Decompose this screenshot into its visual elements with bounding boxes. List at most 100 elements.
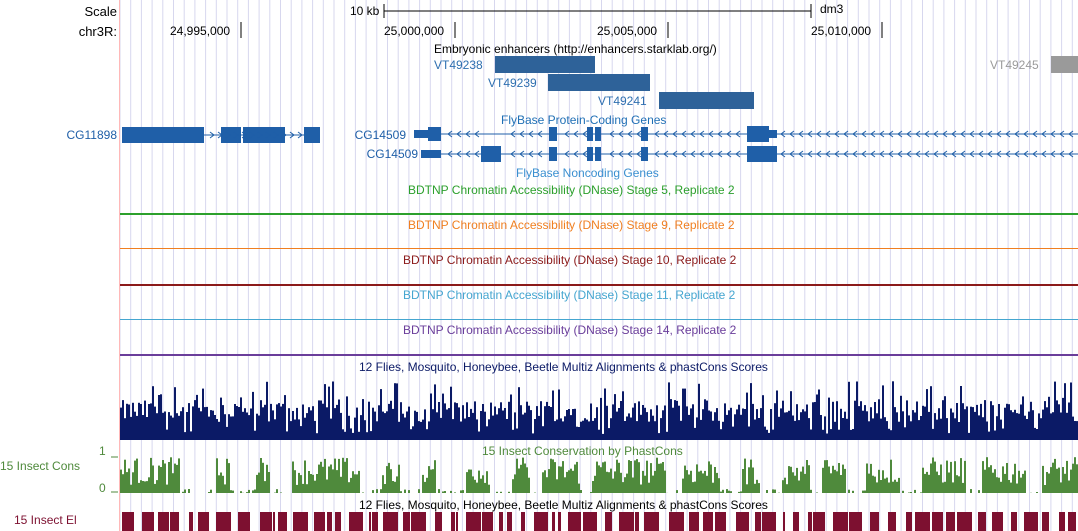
signal-bar	[750, 459, 752, 493]
signal-bar	[1042, 465, 1044, 493]
signal-bar	[252, 490, 254, 493]
signal-bar	[700, 470, 702, 493]
signal-bar	[266, 381, 268, 440]
signal-bar	[846, 418, 848, 440]
elements-blocks[interactable]	[120, 512, 1078, 531]
signal-bar	[1074, 457, 1076, 493]
signal-bar	[164, 463, 166, 493]
signal-bar	[422, 419, 424, 440]
signal-bar	[386, 466, 388, 493]
signal-bar	[616, 411, 618, 440]
signal-bar	[732, 426, 734, 440]
signal-bar	[1048, 473, 1050, 493]
signal-bar	[372, 490, 374, 493]
enhancer-label[interactable]: VT49238	[434, 58, 483, 72]
strand-arrow	[528, 130, 534, 138]
signal-bar	[314, 420, 316, 440]
signal-bar	[198, 407, 200, 440]
signal-bar	[1020, 404, 1022, 440]
signal-bar	[628, 413, 630, 440]
signal-bar	[158, 395, 160, 440]
signal-bar	[976, 404, 978, 440]
signal-bar	[526, 467, 528, 493]
strand-arrow	[447, 130, 453, 138]
signal-bar	[822, 467, 824, 493]
enhancer-label[interactable]: VT49241	[598, 94, 647, 108]
signal-bar	[878, 469, 880, 493]
signal-bar	[204, 407, 206, 440]
signal-bar	[926, 471, 928, 493]
conserved-element	[870, 512, 879, 531]
signal-bar	[632, 477, 634, 493]
signal-bar	[890, 430, 892, 440]
signal-bar	[280, 492, 282, 493]
enhancer-label[interactable]: VT49239	[488, 76, 537, 90]
signal-bar	[450, 386, 452, 440]
strand-arrow	[987, 150, 993, 158]
signal-bar	[618, 408, 620, 440]
signal-bar	[134, 460, 136, 493]
multiz-signal[interactable]	[120, 378, 1078, 442]
signal-bar	[1002, 466, 1004, 493]
dnase-track-title: BDTNP Chromatin Accessibility (DNase) St…	[403, 323, 737, 337]
signal-bar	[554, 421, 556, 440]
noncoding-track-title: FlyBase Noncoding Genes	[516, 166, 659, 180]
signal-bar	[1044, 485, 1046, 493]
strand-arrow	[708, 130, 714, 138]
strand-arrow	[978, 130, 984, 138]
signal-bar	[568, 470, 570, 493]
signal-bar	[314, 480, 316, 493]
signal-bar	[896, 412, 898, 440]
signal-bar	[478, 470, 480, 493]
dnase-track-title: BDTNP Chromatin Accessibility (DNase) St…	[403, 288, 736, 302]
gene-label[interactable]: CG14509	[366, 147, 418, 161]
signal-bar	[884, 478, 886, 493]
signal-bar	[920, 416, 922, 440]
signal-bar	[126, 472, 128, 493]
enhancer-feature[interactable]	[1051, 56, 1078, 73]
signal-bar	[984, 400, 986, 440]
conserved-element	[992, 512, 1003, 531]
signal-bar	[362, 492, 364, 493]
phastcons-side-label[interactable]: 15 Insect Cons	[0, 459, 81, 473]
signal-bar	[874, 402, 876, 440]
signal-bar	[894, 407, 896, 440]
signal-bar	[862, 410, 864, 440]
signal-bar	[636, 421, 638, 440]
signal-bar	[256, 413, 258, 440]
strand-arrow	[537, 150, 543, 158]
signal-bar	[568, 409, 570, 440]
signal-bar	[652, 415, 654, 440]
signal-bar	[170, 457, 172, 493]
phastcons-signal[interactable]	[120, 456, 1078, 494]
conserved-element	[456, 512, 458, 531]
enhancer-feature[interactable]	[495, 56, 595, 73]
elements-side-label[interactable]: 15 Insect El	[14, 513, 77, 527]
signal-bar	[1004, 407, 1006, 440]
enhancer-label[interactable]: VT49245	[990, 58, 1039, 72]
signal-bar	[448, 408, 450, 440]
gene-models[interactable]	[0, 120, 1078, 170]
enhancer-feature[interactable]	[548, 74, 650, 91]
signal-bar	[564, 416, 566, 440]
signal-bar	[898, 477, 900, 493]
conserved-element	[906, 512, 912, 531]
enhancer-feature[interactable]	[659, 92, 754, 109]
gene-label[interactable]: CG14509	[354, 128, 406, 142]
signal-bar	[202, 388, 204, 440]
signal-bar	[172, 473, 174, 493]
signal-bar	[160, 394, 162, 440]
signal-bar	[490, 402, 492, 440]
signal-bar	[280, 406, 282, 440]
gene-label[interactable]: CG11898	[66, 128, 117, 142]
signal-bar	[492, 415, 494, 440]
signal-bar	[810, 489, 812, 493]
signal-bar	[338, 458, 340, 493]
signal-bar	[914, 489, 916, 493]
strand-arrow	[1005, 150, 1011, 158]
signal-bar	[946, 460, 948, 493]
signal-bar	[1072, 463, 1074, 493]
signal-bar	[444, 403, 446, 440]
signal-bar	[612, 404, 614, 440]
signal-bar	[964, 460, 966, 493]
